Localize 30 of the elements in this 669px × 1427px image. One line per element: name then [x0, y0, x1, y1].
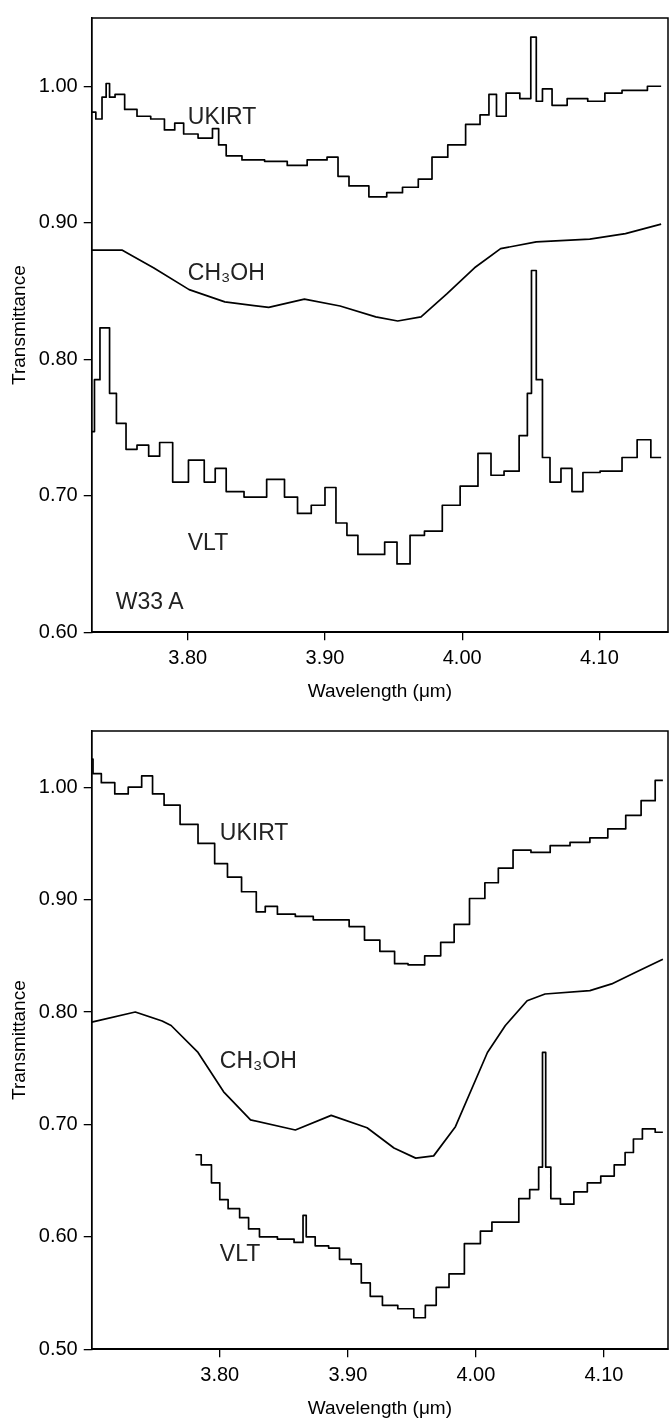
- y-tick-label: 0.90: [38, 210, 78, 233]
- y-tick-label: 1.00: [38, 73, 78, 96]
- x-tick-label: 3.90: [328, 1362, 368, 1385]
- series-label: UKIRT: [187, 103, 257, 130]
- y-tick-label: 0.80: [38, 346, 78, 369]
- series-label: VLT: [219, 1240, 261, 1267]
- series-label: UKIRT: [219, 818, 289, 845]
- series-label: CH₃OH: [187, 258, 265, 285]
- x-tick-label: 4.00: [442, 645, 482, 668]
- y-tick-label: 0.70: [38, 1111, 78, 1134]
- y-tick-label: 0.60: [38, 619, 78, 642]
- series-label: CH₃OH: [219, 1047, 297, 1074]
- x-axis-title: Wavelength (μm): [307, 1396, 453, 1418]
- x-tick-label: 4.10: [584, 1362, 624, 1385]
- x-tick-label: 4.10: [579, 645, 619, 668]
- y-tick-label: 0.70: [38, 483, 78, 506]
- y-tick-label: 0.60: [38, 1224, 78, 1247]
- y-tick-label: 0.50: [38, 1336, 78, 1359]
- y-tick-label: 1.00: [38, 774, 78, 797]
- series-label: VLT: [187, 529, 229, 556]
- x-tick-label: 3.90: [305, 645, 345, 668]
- x-tick-label: 4.00: [456, 1362, 496, 1385]
- y-tick-label: 0.90: [38, 887, 78, 910]
- y-tick-label: 0.80: [38, 999, 78, 1022]
- annotation: W33 A: [115, 587, 185, 614]
- x-axis-title: Wavelength (μm): [307, 679, 453, 701]
- y-axis-title: Transmittance: [7, 265, 29, 385]
- x-tick-label: 3.80: [168, 645, 208, 668]
- y-axis-title: Transmittance: [7, 980, 29, 1100]
- x-tick-label: 3.80: [200, 1362, 240, 1385]
